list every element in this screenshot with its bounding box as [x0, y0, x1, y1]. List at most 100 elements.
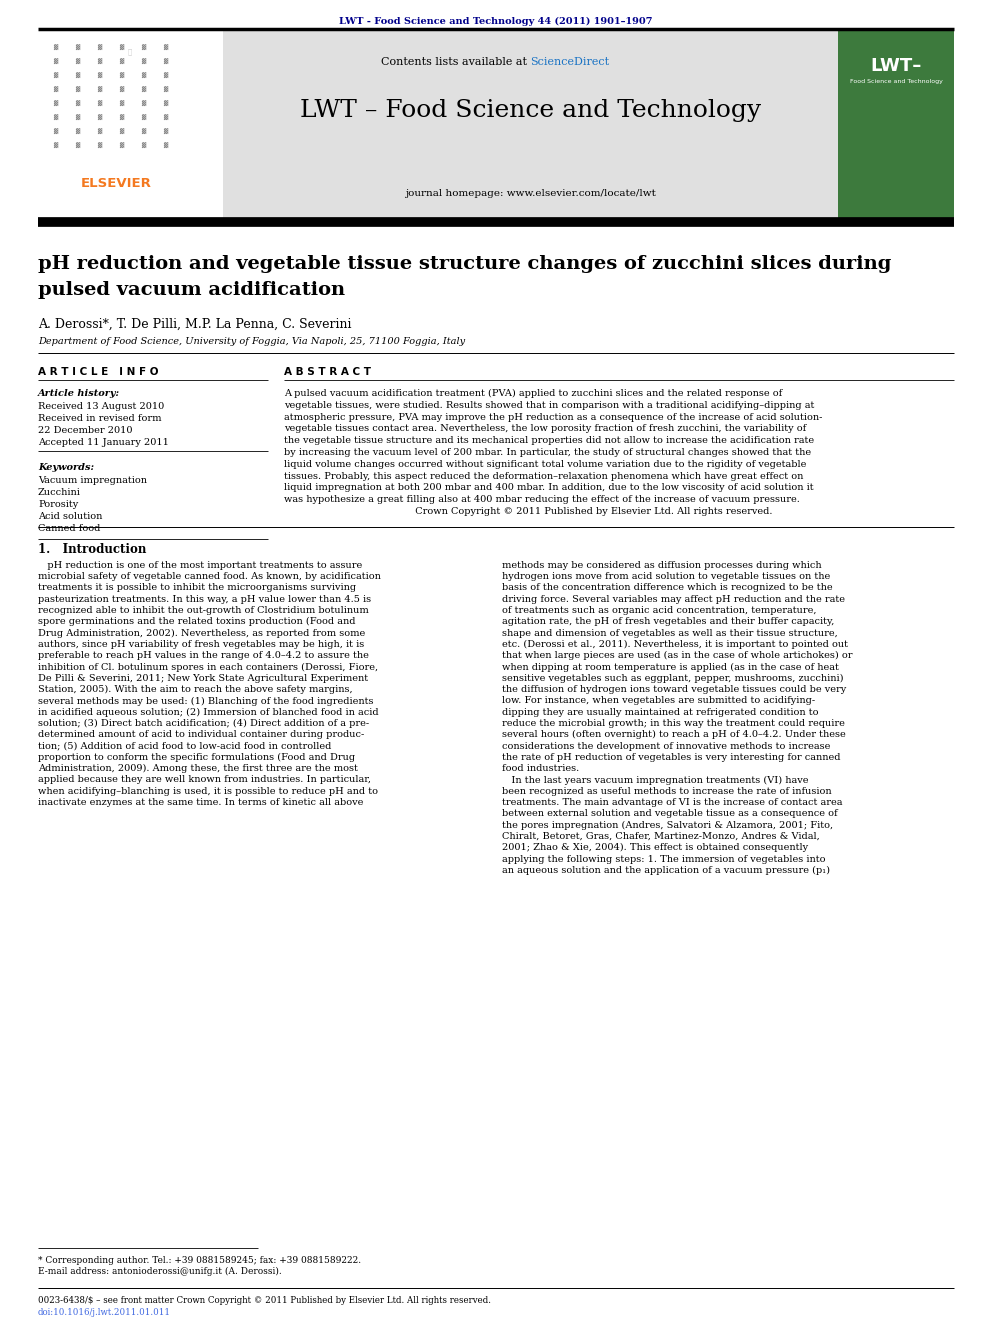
Text: ▓: ▓	[163, 86, 168, 91]
Text: ▓: ▓	[119, 142, 123, 148]
Text: Administration, 2009). Among these, the first three are the most: Administration, 2009). Among these, the …	[38, 765, 358, 774]
Text: ▓: ▓	[163, 58, 168, 64]
Text: A R T I C L E   I N F O: A R T I C L E I N F O	[38, 366, 159, 377]
Text: ⬛: ⬛	[128, 48, 132, 56]
Text: when dipping at room temperature is applied (as in the case of heat: when dipping at room temperature is appl…	[502, 663, 839, 672]
Text: 2001; Zhao & Xie, 2004). This effect is obtained consequently: 2001; Zhao & Xie, 2004). This effect is …	[502, 843, 808, 852]
Text: 1.   Introduction: 1. Introduction	[38, 542, 147, 556]
Bar	[838, 29, 954, 222]
Text: agitation rate, the pH of fresh vegetables and their buffer capacity,: agitation rate, the pH of fresh vegetabl…	[502, 618, 834, 626]
Text: liquid volume changes occurred without significant total volume variation due to: liquid volume changes occurred without s…	[284, 460, 806, 468]
Text: Chiralt, Betoret, Gras, Chafer, Martinez-Monzo, Andres & Vidal,: Chiralt, Betoret, Gras, Chafer, Martinez…	[502, 832, 819, 841]
Text: proportion to conform the specific formulations (Food and Drug: proportion to conform the specific formu…	[38, 753, 355, 762]
Text: A. Derossi*, T. De Pilli, M.P. La Penna, C. Severini: A. Derossi*, T. De Pilli, M.P. La Penna,…	[38, 318, 351, 331]
Text: Zucchini: Zucchini	[38, 488, 81, 497]
Text: tion; (5) Addition of acid food to low-acid food in controlled: tion; (5) Addition of acid food to low-a…	[38, 742, 331, 750]
Text: inactivate enzymes at the same time. In terms of kinetic all above: inactivate enzymes at the same time. In …	[38, 798, 363, 807]
Text: treatments it is possible to inhibit the microorganisms surviving: treatments it is possible to inhibit the…	[38, 583, 356, 593]
Text: Porosity: Porosity	[38, 500, 78, 509]
Text: ▓: ▓	[141, 44, 145, 50]
Text: ▓: ▓	[75, 86, 79, 91]
Text: LWT – Food Science and Technology: LWT – Food Science and Technology	[300, 99, 761, 122]
Text: recognized able to inhibit the out-growth of Clostridium botulinum: recognized able to inhibit the out-growt…	[38, 606, 369, 615]
Text: ▓: ▓	[163, 101, 168, 106]
Text: ▓: ▓	[53, 86, 58, 91]
Text: ▓: ▓	[119, 44, 123, 50]
Text: of treatments such as organic acid concentration, temperature,: of treatments such as organic acid conce…	[502, 606, 816, 615]
Text: Food Science and Technology: Food Science and Technology	[849, 79, 942, 83]
Text: ▓: ▓	[75, 44, 79, 50]
Text: reduce the microbial growth; in this way the treatment could require: reduce the microbial growth; in this way…	[502, 718, 845, 728]
Text: solution; (3) Direct batch acidification; (4) Direct addition of a pre-: solution; (3) Direct batch acidification…	[38, 718, 369, 728]
Text: basis of the concentration difference which is recognized to be the: basis of the concentration difference wh…	[502, 583, 832, 593]
Text: ▓: ▓	[141, 142, 145, 148]
Text: ▓: ▓	[141, 58, 145, 64]
Text: ▓: ▓	[75, 71, 79, 78]
Text: food industries.: food industries.	[502, 765, 579, 773]
Text: pH reduction and vegetable tissue structure changes of zucchini slices during: pH reduction and vegetable tissue struct…	[38, 255, 892, 273]
Text: pulsed vacuum acidification: pulsed vacuum acidification	[38, 280, 345, 299]
Text: Acid solution: Acid solution	[38, 512, 102, 521]
Text: ▓: ▓	[97, 58, 101, 64]
Text: ▓: ▓	[119, 101, 123, 106]
Bar	[38, 29, 223, 222]
Text: ▓: ▓	[97, 71, 101, 78]
Text: vegetable tissues, were studied. Results showed that in comparison with a tradit: vegetable tissues, were studied. Results…	[284, 401, 814, 410]
Text: driving force. Several variables may affect pH reduction and the rate: driving force. Several variables may aff…	[502, 595, 845, 603]
Text: Canned food: Canned food	[38, 524, 100, 533]
Text: the rate of pH reduction of vegetables is very interesting for canned: the rate of pH reduction of vegetables i…	[502, 753, 840, 762]
Text: De Pilli & Severini, 2011; New York State Agricultural Experiment: De Pilli & Severini, 2011; New York Stat…	[38, 673, 368, 683]
Text: ▓: ▓	[119, 86, 123, 91]
Text: * Corresponding author. Tel.: +39 0881589245; fax: +39 0881589222.: * Corresponding author. Tel.: +39 088158…	[38, 1256, 361, 1265]
Text: journal homepage: www.elsevier.com/locate/lwt: journal homepage: www.elsevier.com/locat…	[405, 189, 656, 198]
Text: between external solution and vegetable tissue as a consequence of: between external solution and vegetable …	[502, 810, 837, 819]
Text: ▓: ▓	[141, 128, 145, 134]
Text: ▓: ▓	[75, 101, 79, 106]
Text: Contents lists available at: Contents lists available at	[381, 57, 531, 67]
Text: inhibition of Cl. botulinum spores in each containers (Derossi, Fiore,: inhibition of Cl. botulinum spores in ea…	[38, 663, 378, 672]
Text: atmospheric pressure, PVA may improve the pH reduction as a consequence of the i: atmospheric pressure, PVA may improve th…	[284, 413, 822, 422]
Text: ▓: ▓	[141, 114, 145, 120]
Text: that when large pieces are used (as in the case of whole artichokes) or: that when large pieces are used (as in t…	[502, 651, 852, 660]
Text: Accepted 11 January 2011: Accepted 11 January 2011	[38, 438, 169, 447]
Text: sensitive vegetables such as eggplant, pepper, mushrooms, zucchini): sensitive vegetables such as eggplant, p…	[502, 673, 843, 683]
Text: was hypothesize a great filling also at 400 mbar reducing the effect of the incr: was hypothesize a great filling also at …	[284, 495, 800, 504]
Text: authors, since pH variability of fresh vegetables may be high, it is: authors, since pH variability of fresh v…	[38, 640, 364, 648]
Text: ELSEVIER: ELSEVIER	[80, 177, 152, 191]
Text: applying the following steps: 1. The immersion of vegetables into: applying the following steps: 1. The imm…	[502, 855, 825, 864]
Text: several hours (often overnight) to reach a pH of 4.0–4.2. Under these: several hours (often overnight) to reach…	[502, 730, 846, 740]
Text: ▓: ▓	[141, 101, 145, 106]
Text: 22 December 2010: 22 December 2010	[38, 426, 133, 435]
Text: etc. (Derossi et al., 2011). Nevertheless, it is important to pointed out: etc. (Derossi et al., 2011). Nevertheles…	[502, 640, 848, 650]
Text: ▓: ▓	[97, 44, 101, 50]
Text: hydrogen ions move from acid solution to vegetable tissues on the: hydrogen ions move from acid solution to…	[502, 572, 830, 581]
Bar	[38, 29, 954, 222]
Text: ▓: ▓	[53, 71, 58, 78]
Text: dipping they are usually maintained at refrigerated condition to: dipping they are usually maintained at r…	[502, 708, 818, 717]
Text: in acidified aqueous solution; (2) Immersion of blanched food in acid: in acidified aqueous solution; (2) Immer…	[38, 708, 379, 717]
Text: ▓: ▓	[75, 58, 79, 64]
Text: methods may be considered as diffusion processes during which: methods may be considered as diffusion p…	[502, 561, 821, 570]
Text: Department of Food Science, University of Foggia, Via Napoli, 25, 71100 Foggia, : Department of Food Science, University o…	[38, 337, 465, 347]
Text: A pulsed vacuum acidification treatment (PVA) applied to zucchini slices and the: A pulsed vacuum acidification treatment …	[284, 389, 783, 398]
Text: Keywords:: Keywords:	[38, 463, 94, 472]
Text: ▓: ▓	[119, 128, 123, 134]
Text: ▓: ▓	[75, 128, 79, 134]
Text: tissues. Probably, this aspect reduced the deformation–relaxation phenomena whic: tissues. Probably, this aspect reduced t…	[284, 471, 804, 480]
Text: 0023-6438/$ – see front matter Crown Copyright © 2011 Published by Elsevier Ltd.: 0023-6438/$ – see front matter Crown Cop…	[38, 1297, 491, 1304]
Text: ▓: ▓	[163, 128, 168, 134]
Text: Station, 2005). With the aim to reach the above safety margins,: Station, 2005). With the aim to reach th…	[38, 685, 352, 695]
Text: ▓: ▓	[119, 71, 123, 78]
Text: several methods may be used: (1) Blanching of the food ingredients: several methods may be used: (1) Blanchi…	[38, 696, 374, 705]
Text: pasteurization treatments. In this way, a pH value lower than 4.5 is: pasteurization treatments. In this way, …	[38, 595, 371, 603]
Text: ▓: ▓	[53, 101, 58, 106]
Text: ▓: ▓	[97, 114, 101, 120]
Text: ▓: ▓	[97, 86, 101, 91]
Text: ▓: ▓	[163, 114, 168, 120]
Text: an aqueous solution and the application of a vacuum pressure (p₁): an aqueous solution and the application …	[502, 865, 830, 875]
Text: the vegetable tissue structure and its mechanical properties did not allow to in: the vegetable tissue structure and its m…	[284, 437, 814, 446]
Text: ▓: ▓	[75, 142, 79, 148]
Text: ▓: ▓	[119, 114, 123, 120]
Text: ▓: ▓	[141, 86, 145, 91]
Text: pH reduction is one of the most important treatments to assure: pH reduction is one of the most importan…	[38, 561, 362, 570]
